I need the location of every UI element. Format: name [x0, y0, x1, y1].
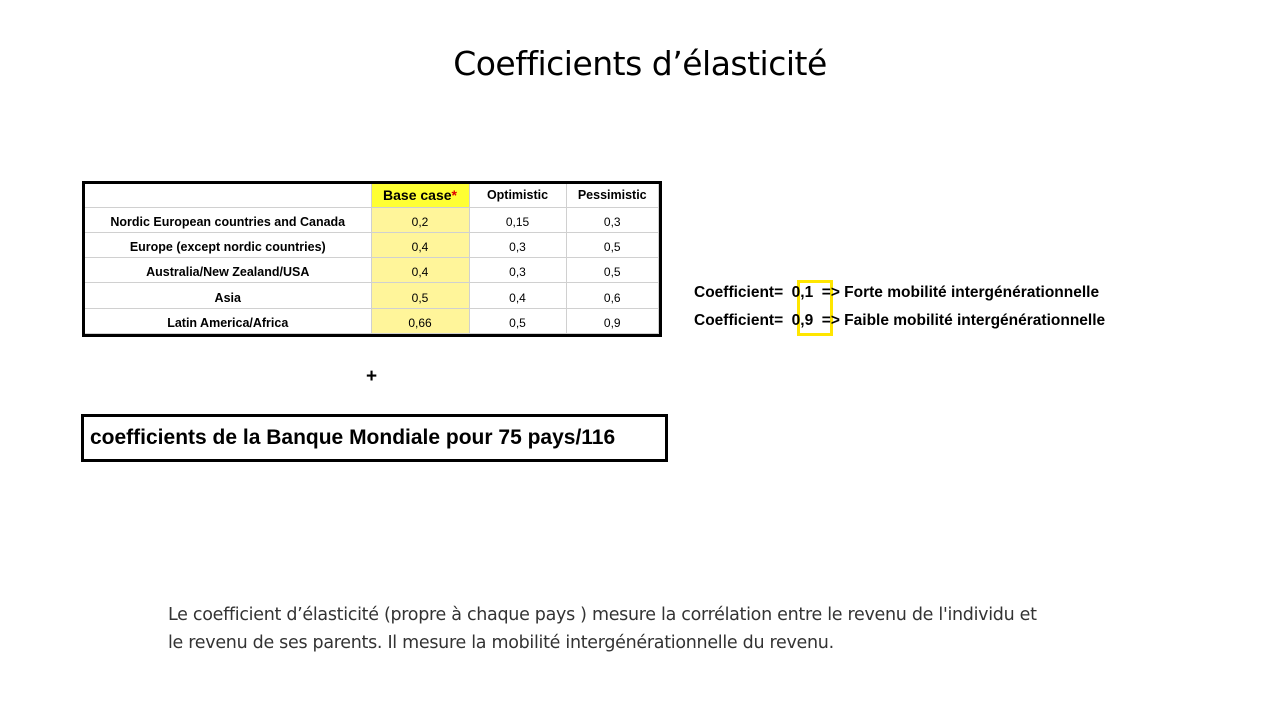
row-label: Asia: [85, 282, 372, 309]
legend-value: 0,9: [791, 312, 814, 329]
base-value: 0,4: [371, 257, 470, 284]
world-bank-note-box: coefficients de la Banque Mondiale pour …: [81, 414, 668, 462]
row-label: Australia/New Zealand/USA: [85, 257, 372, 284]
legend-text: => Forte mobilité intergénérationnelle: [821, 284, 1100, 301]
legend-prefix: Coefficient=: [694, 284, 784, 301]
header-base-case: Base case*: [371, 184, 470, 208]
pessimistic-value: 0,5: [566, 257, 659, 284]
optimistic-value: 0,5: [469, 308, 567, 335]
table-row: Europe (except nordic countries) 0,4 0,3…: [85, 232, 659, 259]
description: Le coefficient d’élasticité (propre à ch…: [168, 601, 1108, 657]
pessimistic-value: 0,5: [566, 232, 659, 259]
header-pessimistic: Pessimistic: [566, 184, 659, 208]
slide-title: Coefficients d’élasticité: [453, 44, 827, 83]
elasticity-table: Base case* Optimistic Pessimistic Nordic…: [85, 184, 659, 335]
table-row: Latin America/Africa 0,66 0,5 0,9: [85, 308, 659, 335]
row-label: Latin America/Africa: [85, 308, 372, 335]
pessimistic-value: 0,6: [566, 282, 659, 309]
row-label: Nordic European countries and Canada: [85, 207, 372, 233]
legend-value: 0,1: [791, 284, 814, 301]
coefficient-highlight-box: [797, 280, 833, 336]
table-header-row: Base case* Optimistic Pessimistic: [85, 184, 659, 208]
legend-line-weak-mobility: Coefficient= 0,9 => Faible mobilité inte…: [694, 312, 1105, 330]
base-value: 0,4: [371, 232, 470, 259]
description-line-1: Le coefficient d’élasticité (propre à ch…: [168, 605, 1037, 625]
optimistic-value: 0,3: [469, 232, 567, 259]
header-optimistic: Optimistic: [469, 184, 567, 208]
asterisk-marker: *: [451, 187, 457, 204]
legend-line-strong-mobility: Coefficient= 0,1 => Forte mobilité inter…: [694, 284, 1099, 302]
optimistic-value: 0,3: [469, 257, 567, 284]
legend-text: => Faible mobilité intergénérationnelle: [821, 312, 1106, 329]
table-row: Asia 0,5 0,4 0,6: [85, 282, 659, 309]
base-value: 0,66: [371, 308, 470, 335]
base-value: 0,2: [371, 207, 470, 233]
pessimistic-value: 0,9: [566, 308, 659, 335]
optimistic-value: 0,4: [469, 282, 567, 309]
elasticity-table-container: Base case* Optimistic Pessimistic Nordic…: [82, 181, 662, 337]
description-line-2: le revenu de ses parents. Il mesure la m…: [168, 633, 834, 653]
pessimistic-value: 0,3: [566, 207, 659, 233]
optimistic-value: 0,15: [469, 207, 567, 233]
plus-sign: +: [366, 366, 378, 387]
world-bank-note-text: coefficients de la Banque Mondiale pour …: [90, 426, 616, 449]
header-empty-cell: [85, 184, 372, 208]
table-row: Australia/New Zealand/USA 0,4 0,3 0,5: [85, 257, 659, 284]
table-row: Nordic European countries and Canada 0,2…: [85, 207, 659, 233]
row-label: Europe (except nordic countries): [85, 232, 372, 259]
base-value: 0,5: [371, 282, 470, 309]
legend-prefix: Coefficient=: [694, 312, 784, 329]
header-base-case-label: Base case: [383, 187, 452, 204]
